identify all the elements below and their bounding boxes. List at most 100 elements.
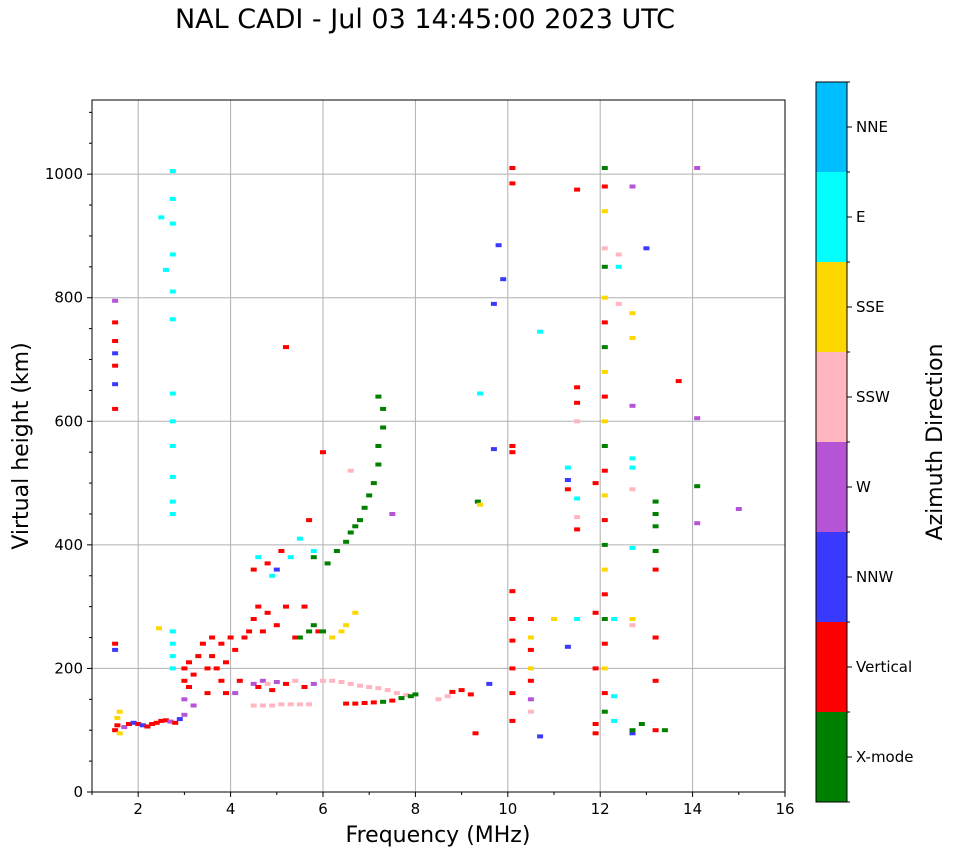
echo-point xyxy=(255,555,262,560)
echo-point xyxy=(259,629,266,634)
echo-point xyxy=(694,416,701,421)
echo-point xyxy=(407,694,414,699)
plot-frame xyxy=(91,99,786,793)
echo-point xyxy=(393,691,400,696)
echo-point xyxy=(114,715,121,720)
echo-point xyxy=(241,635,248,640)
echo-point xyxy=(537,734,544,739)
echo-point xyxy=(564,487,571,492)
echo-point xyxy=(273,680,280,684)
echo-point xyxy=(264,610,271,615)
colorbar: X-mode Vertical NNW W SSW SSE E NNE xyxy=(815,81,913,803)
echo-point xyxy=(357,683,363,688)
echo-point xyxy=(652,678,659,683)
echo-point xyxy=(264,561,271,566)
echo-point xyxy=(477,502,484,507)
echo-point xyxy=(509,638,516,643)
echo-point xyxy=(661,728,668,733)
echo-point xyxy=(278,702,285,707)
colorbar-tick-label: SSE xyxy=(856,298,885,316)
echo-point xyxy=(601,641,608,646)
echo-point xyxy=(384,688,391,693)
echo-point xyxy=(169,666,176,671)
echo-point xyxy=(694,166,701,170)
echo-point xyxy=(652,512,659,516)
echo-point xyxy=(629,465,636,470)
echo-point xyxy=(375,394,382,399)
echo-point xyxy=(169,654,176,659)
echo-point xyxy=(638,722,645,726)
echo-point xyxy=(615,264,622,269)
echo-point xyxy=(269,573,276,578)
echo-point xyxy=(167,719,174,724)
echo-point xyxy=(301,685,308,689)
x-tick-label: 14 xyxy=(683,800,702,818)
echo-point xyxy=(315,629,322,634)
echo-point xyxy=(255,604,262,609)
colorbar-frame xyxy=(815,81,848,803)
echo-point xyxy=(181,712,188,717)
echo-point xyxy=(444,694,451,699)
echo-point xyxy=(283,345,289,350)
x-tick-label: 2 xyxy=(133,800,143,818)
echo-point xyxy=(629,545,636,550)
echo-point xyxy=(296,635,303,640)
echo-point xyxy=(169,391,176,396)
echo-point xyxy=(169,419,176,424)
echo-point xyxy=(509,589,516,594)
echo-point xyxy=(269,703,276,708)
echo-point xyxy=(611,617,618,621)
echo-point xyxy=(652,728,659,733)
echo-point xyxy=(380,425,387,430)
echo-point xyxy=(153,720,160,725)
echo-point xyxy=(472,731,479,736)
echo-point xyxy=(320,629,326,634)
echo-point xyxy=(112,406,119,411)
echo-point xyxy=(357,518,363,523)
echo-point xyxy=(592,722,599,726)
echo-point xyxy=(629,617,636,621)
echo-point xyxy=(574,617,581,621)
y-tick-label: 1000 xyxy=(45,165,83,183)
echo-point xyxy=(292,678,299,683)
echo-point xyxy=(306,629,313,634)
echo-point xyxy=(611,718,618,723)
echo-point xyxy=(564,465,571,470)
echo-point xyxy=(601,542,608,547)
echo-point xyxy=(169,629,176,634)
echo-point xyxy=(181,697,188,702)
colorbar-tick-label: W xyxy=(856,478,871,496)
colorbar-tick-label: X-mode xyxy=(856,748,913,766)
echo-point xyxy=(278,549,285,553)
echo-point xyxy=(156,626,162,631)
echo-point xyxy=(310,623,317,628)
echo-point xyxy=(629,728,636,733)
echo-point xyxy=(490,301,497,306)
colorbar-tick-label: NNW xyxy=(856,568,893,586)
echo-point xyxy=(370,481,377,486)
echo-point xyxy=(601,444,608,448)
colorbar-tick-label: Vertical xyxy=(856,658,912,676)
echo-point xyxy=(329,678,336,683)
echo-point xyxy=(601,691,608,696)
echo-point xyxy=(190,672,197,677)
echo-point xyxy=(273,623,280,628)
echo-point xyxy=(601,184,608,189)
echo-point xyxy=(398,696,405,701)
colorbar-segment xyxy=(816,82,847,172)
data-points-layer xyxy=(112,166,742,739)
echo-point xyxy=(477,391,484,396)
echo-point xyxy=(324,561,331,566)
echo-point xyxy=(310,549,317,553)
echo-point xyxy=(162,267,169,272)
x-tick-label: 4 xyxy=(226,800,236,818)
echo-point xyxy=(218,641,225,646)
echo-point xyxy=(296,702,303,707)
echo-point xyxy=(343,701,350,706)
x-tick-label: 10 xyxy=(498,800,517,818)
echo-point xyxy=(564,644,571,649)
echo-point xyxy=(172,720,179,725)
echo-point xyxy=(601,209,608,214)
y-tick-label: 400 xyxy=(54,536,83,554)
